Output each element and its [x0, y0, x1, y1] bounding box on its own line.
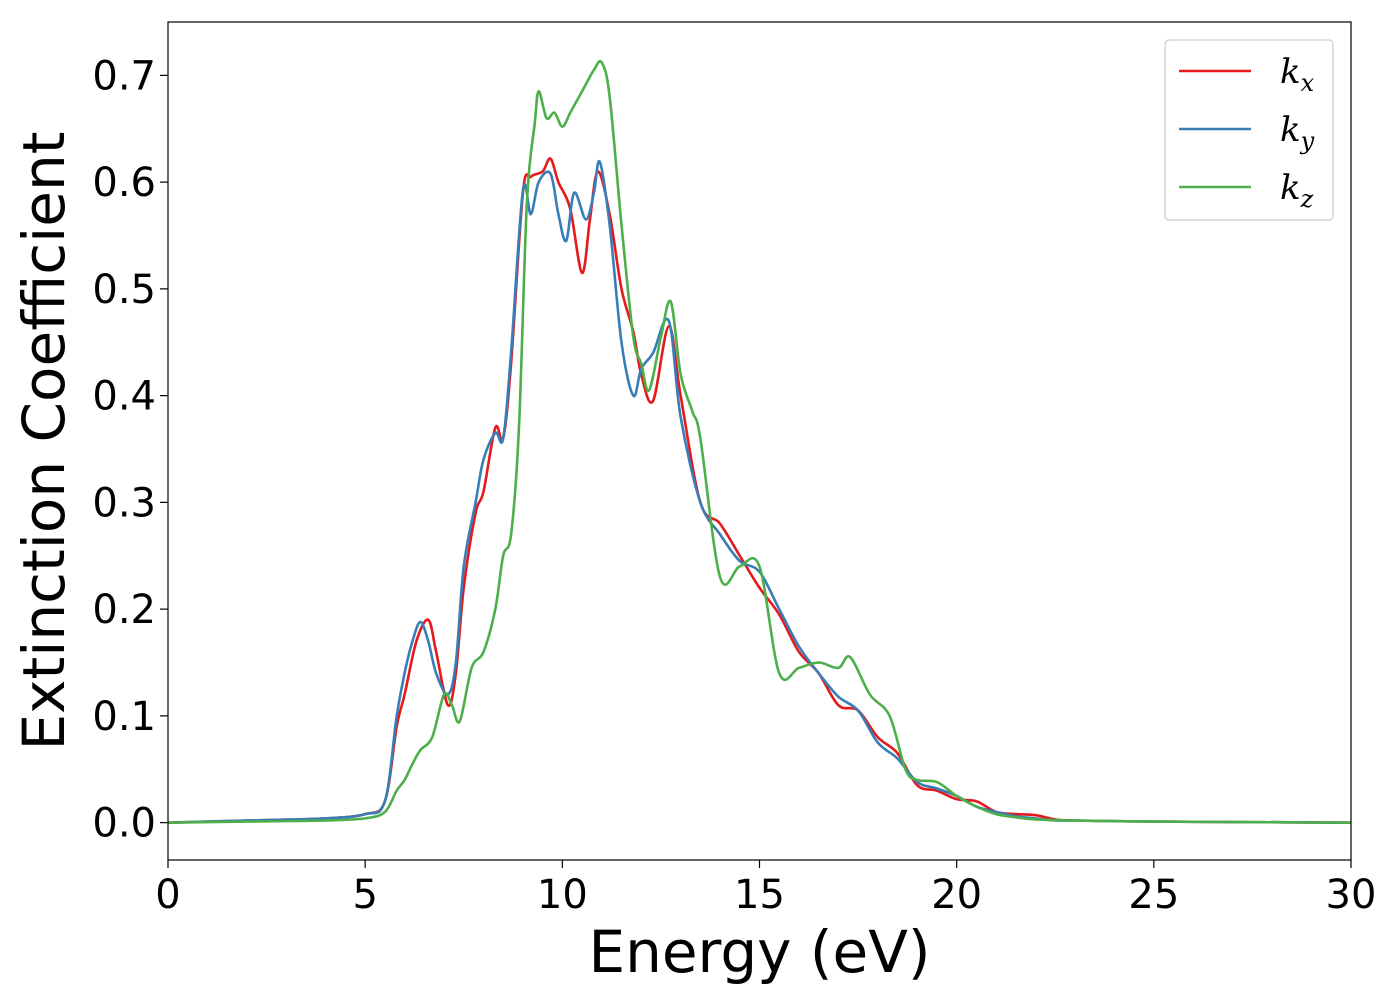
axes: 0 5 10 15 20 25 30 0.0 0.1 0.2 0.3 0.4 0.5 0.6 0.7 — [92, 21, 1377, 918]
y-tick-label: 0.0 — [92, 801, 156, 847]
x-tick-label: 5 — [352, 872, 377, 918]
x-tick-label: 10 — [537, 872, 588, 918]
x-tick-label: 30 — [1326, 872, 1377, 918]
x-tick-label: 20 — [931, 872, 982, 918]
y-tick-label: 0.4 — [92, 374, 156, 420]
legend-label-kx: kx — [1280, 52, 1315, 97]
y-tick-label: 0.3 — [92, 480, 156, 526]
y-tick-label: 0.5 — [92, 267, 156, 313]
plot-area — [168, 59, 1351, 824]
legend: kx ky kz — [1164, 39, 1334, 221]
x-axis-label: Energy (eV) — [588, 918, 930, 986]
y-tick-label: 0.2 — [92, 587, 156, 633]
x-tick-label: 0 — [155, 872, 180, 918]
series-line-kx — [168, 157, 1351, 824]
y-tick-label: 0.7 — [92, 53, 156, 99]
y-axis-label: Extinction Coefficient — [10, 132, 78, 751]
x-tick-label: 25 — [1128, 872, 1179, 918]
y-tick-label: 0.1 — [92, 694, 156, 740]
legend-label-ky: ky — [1280, 110, 1315, 155]
y-tick-label: 0.6 — [92, 160, 156, 206]
series-line-kz — [168, 59, 1351, 824]
legend-label-kz: kz — [1280, 168, 1314, 213]
x-tick-label: 15 — [734, 872, 785, 918]
series-line-ky — [168, 159, 1351, 824]
